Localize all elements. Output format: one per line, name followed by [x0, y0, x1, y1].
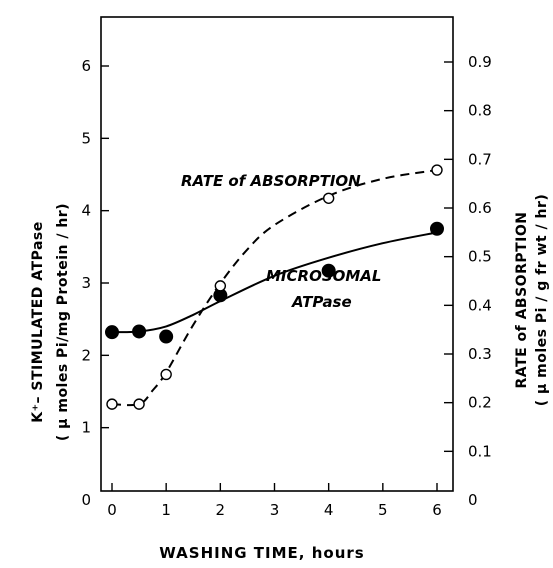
x-tick-label-5: 5: [378, 501, 388, 519]
curves: [111, 169, 438, 407]
x-tick-label-4: 4: [324, 501, 334, 519]
plot-frame: [100, 16, 454, 492]
x-tick-label-1: 1: [161, 501, 171, 519]
data-markers: [105, 164, 444, 410]
microsomal-atpase-point-0: [105, 325, 119, 340]
tick-labels: 0 1 2 3 4 5 6 0 1 2 3 4 5 6 0 0.1 0.2 0.3 0.4 0.5 0.6 0.7 0.8 0…: [81, 53, 491, 519]
y-right-tick-label-4: 0.4: [468, 296, 492, 314]
y-right-tick-label-5: 0.5: [468, 248, 492, 266]
microsomal-atpase-point-4: [321, 263, 336, 278]
y-right-tick-label-1: 0.1: [468, 442, 492, 460]
y-left-tick-label-6: 6: [81, 57, 91, 75]
rate-of-absorption-point-2: [160, 368, 172, 381]
y-left-tick-label-0: 0: [81, 491, 91, 509]
y-left-tick-label-1: 1: [81, 419, 91, 437]
rate-of-absorption-point-4: [322, 192, 335, 204]
y-right-label-line1: RATE of ABSORPTION: [514, 211, 530, 388]
y-left-tick-label-5: 5: [81, 129, 91, 147]
x-tick-label-2: 2: [216, 501, 226, 519]
y-left-label-line1: K⁺– STIMULATED ATPase: [30, 221, 46, 423]
x-tick-label-0: 0: [107, 501, 117, 519]
y-right-tick-label-6: 0.6: [468, 199, 492, 217]
y-right-tick-label-3: 0.3: [468, 345, 492, 363]
annotation-rate-of-absorption: RATE of ABSORPTION: [181, 172, 361, 190]
microsomal-atpase-point-2: [159, 329, 174, 344]
rate-of-absorption-point-1: [133, 398, 145, 410]
rate-of-absorption-point-3: [214, 280, 227, 292]
rate-of-absorption-point-5: [431, 164, 443, 176]
microsomal-atpase-point-1: [132, 324, 147, 339]
y-right-label-line2: ( μ moles Pi / g fr wt / hr): [534, 194, 550, 407]
y-left-tick-label-2: 2: [81, 346, 91, 364]
y-right-tick-label-7: 0.7: [468, 150, 492, 168]
y-left-tick-label-3: 3: [81, 274, 91, 292]
tick-marks: [101, 61, 453, 491]
y-right-tick-label-2: 0.2: [468, 394, 492, 412]
y-left-tick-label-4: 4: [81, 202, 91, 220]
y-right-tick-label-8: 0.8: [468, 102, 492, 120]
series-line-rate-of-absorption: [111, 169, 438, 407]
x-tick-label-6: 6: [432, 501, 442, 519]
x-axis-label: WASHING TIME, hours: [159, 544, 364, 562]
rate-of-absorption-point-0: [106, 398, 118, 410]
y-right-tick-label-9: 0.9: [468, 53, 492, 71]
x-tick-label-3: 3: [270, 501, 280, 519]
annotation-atpase: ATPase: [291, 293, 352, 311]
y-right-tick-label-0: 0: [468, 491, 478, 509]
microsomal-atpase-point-5: [430, 221, 444, 236]
y-left-label-line2: ( μ moles Pi/mg Protein / hr): [55, 203, 71, 441]
annotation-microsomal: MICROSOMAL: [266, 267, 381, 285]
